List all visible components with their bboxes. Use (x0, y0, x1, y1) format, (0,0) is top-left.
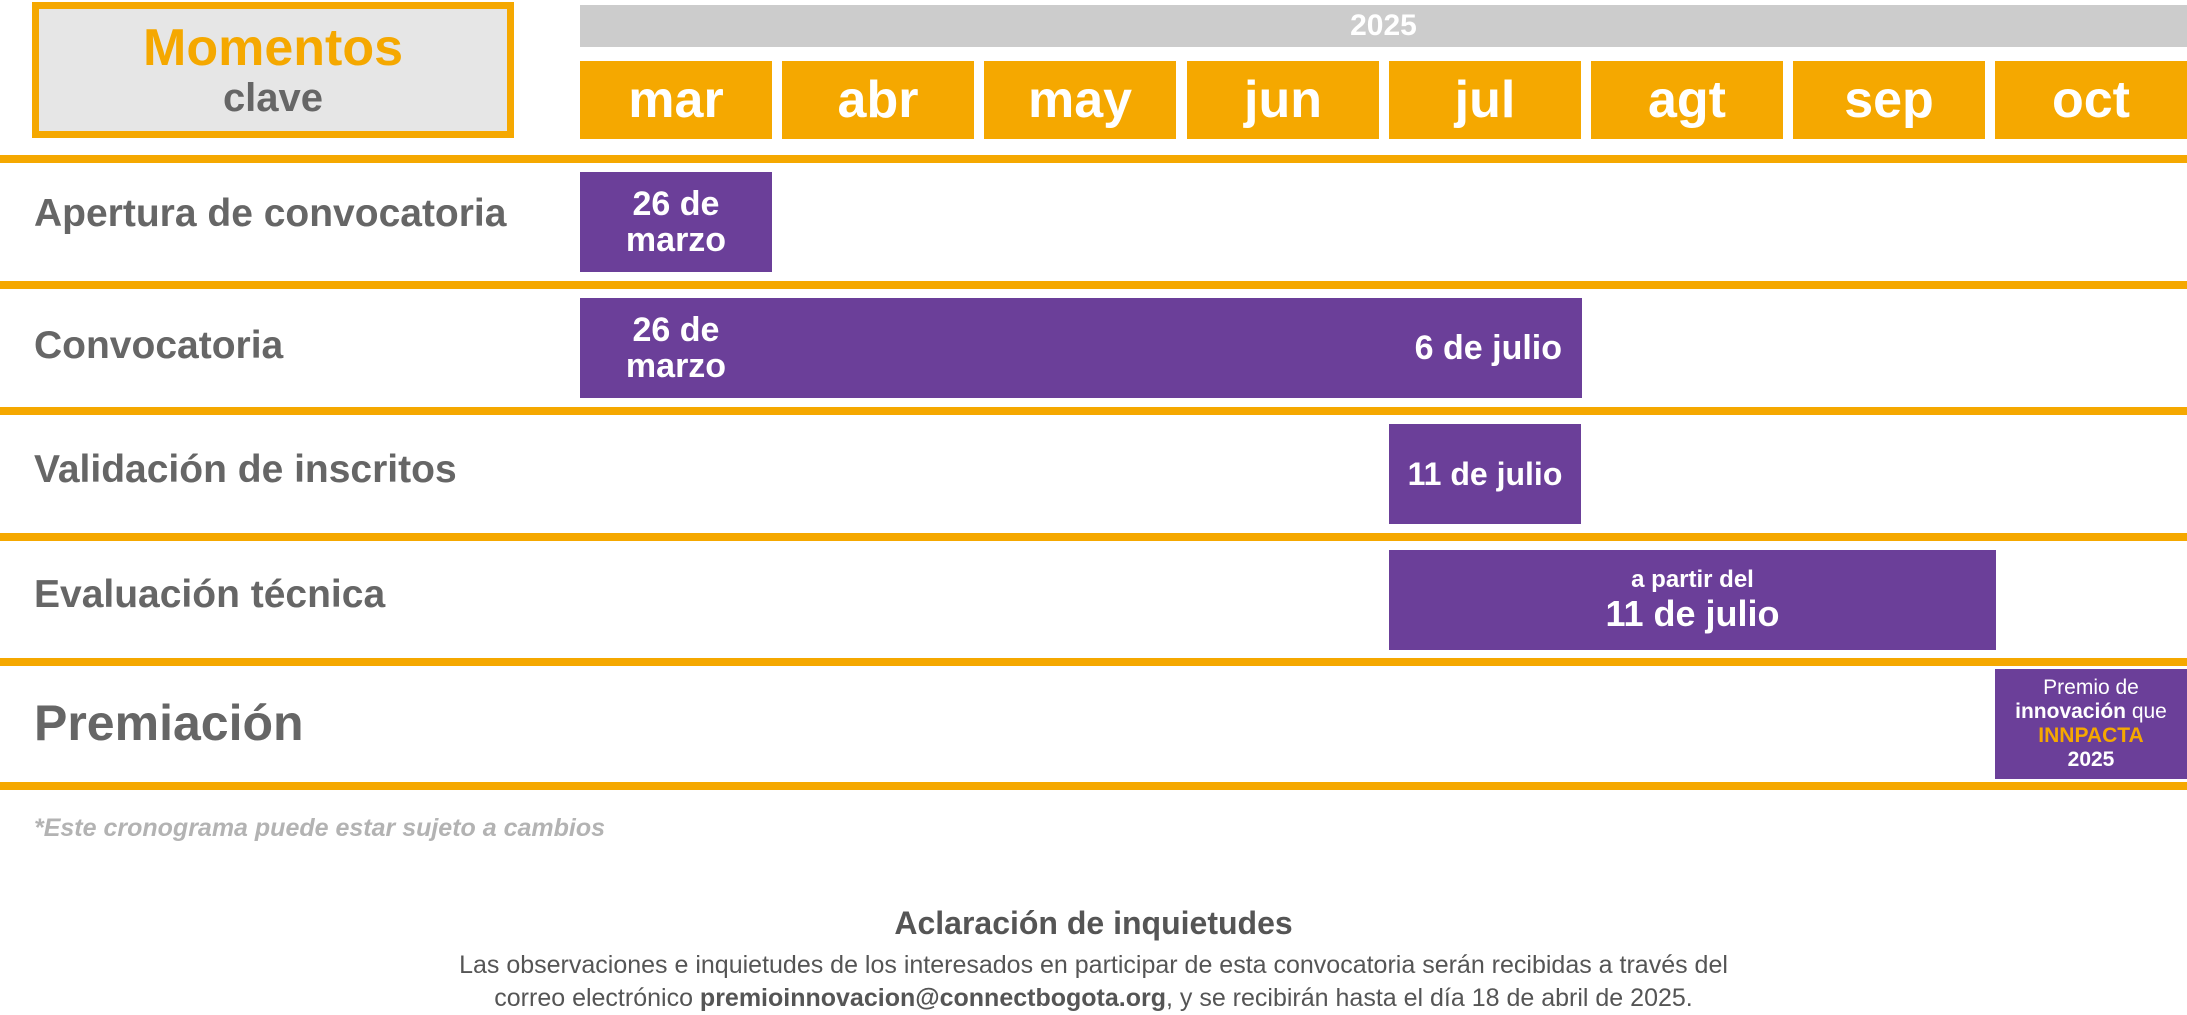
row-label-premiacion: Premiación (34, 695, 304, 751)
month-header-abr: abr (782, 61, 974, 139)
header-title: Momentos (143, 19, 403, 77)
bar-validacion-text: 11 de julio (1407, 455, 1563, 492)
month-header-jul: jul (1389, 61, 1581, 139)
row-label-evaluacion: Evaluación técnica (34, 573, 386, 616)
row-separator (0, 658, 2187, 666)
bar-apertura-line1: 26 de (632, 185, 720, 223)
row-separator (0, 407, 2187, 415)
row-separator (0, 281, 2187, 289)
footer-line2: correo electrónico premioinnovacion@conn… (0, 984, 2187, 1013)
bar-premiacion: Premio de innovación que INNPACTA 2025 (1995, 669, 2187, 779)
bar-convocatoria-end: 6 de julio (1414, 328, 1562, 367)
premio-innpacta: INNPACTA (2038, 724, 2144, 747)
month-header-jun: jun (1187, 61, 1379, 139)
header-box: Momentos clave (32, 2, 514, 138)
month-header-may: may (984, 61, 1176, 139)
premio-line2-rest: que (2125, 700, 2167, 723)
month-header-mar: mar (580, 61, 772, 139)
row-separator (0, 155, 2187, 163)
footer-title: Aclaración de inquietudes (894, 905, 1293, 941)
footer-line2-pre: correo electrónico (494, 984, 700, 1012)
footer-email: premioinnovacion@connectbogota.org (699, 984, 1166, 1012)
row-label-apertura: Apertura de convocatoria (34, 192, 507, 235)
row-label-validacion: Validación de inscritos (34, 448, 457, 491)
bar-evaluacion: a partir del 11 de julio (1389, 550, 1996, 650)
bar-convocatoria-start-line1: 26 de (632, 311, 720, 349)
row-separator (0, 782, 2187, 790)
bar-evaluacion-small: a partir del (1631, 566, 1754, 593)
premio-line2: innovación que (2015, 700, 2167, 724)
bar-convocatoria-start: 26 de marzo (580, 298, 772, 398)
header-subtitle: clave (222, 76, 324, 120)
footer-line1: Las observaciones e inquietudes de los i… (459, 951, 1728, 979)
bar-apertura-line2: marzo (625, 221, 727, 259)
row-separator (0, 533, 2187, 541)
bar-validacion: 11 de julio (1389, 424, 1581, 524)
row-label-convocatoria: Convocatoria (34, 324, 284, 367)
premio-year: 2025 (2067, 748, 2115, 771)
schedule-note: *Este cronograma puede estar sujeto a ca… (34, 814, 606, 842)
bar-apertura: 26 de marzo (580, 172, 772, 272)
bar-evaluacion-big: 11 de julio (1605, 593, 1780, 634)
footer-line2-post: , y se recibirán hasta el día 18 de abri… (1166, 984, 1693, 1012)
month-header-sep: sep (1793, 61, 1985, 139)
month-header-oct: oct (1995, 61, 2187, 139)
month-header-agt: agt (1591, 61, 1783, 139)
year-bar: 2025 (580, 5, 2187, 47)
bar-convocatoria-start-line2: marzo (625, 347, 727, 385)
premio-line1: Premio de (2043, 676, 2139, 699)
bar-convocatoria: 26 de marzo 6 de julio (580, 298, 1582, 398)
premio-line2-bold: innovación (2015, 700, 2126, 723)
